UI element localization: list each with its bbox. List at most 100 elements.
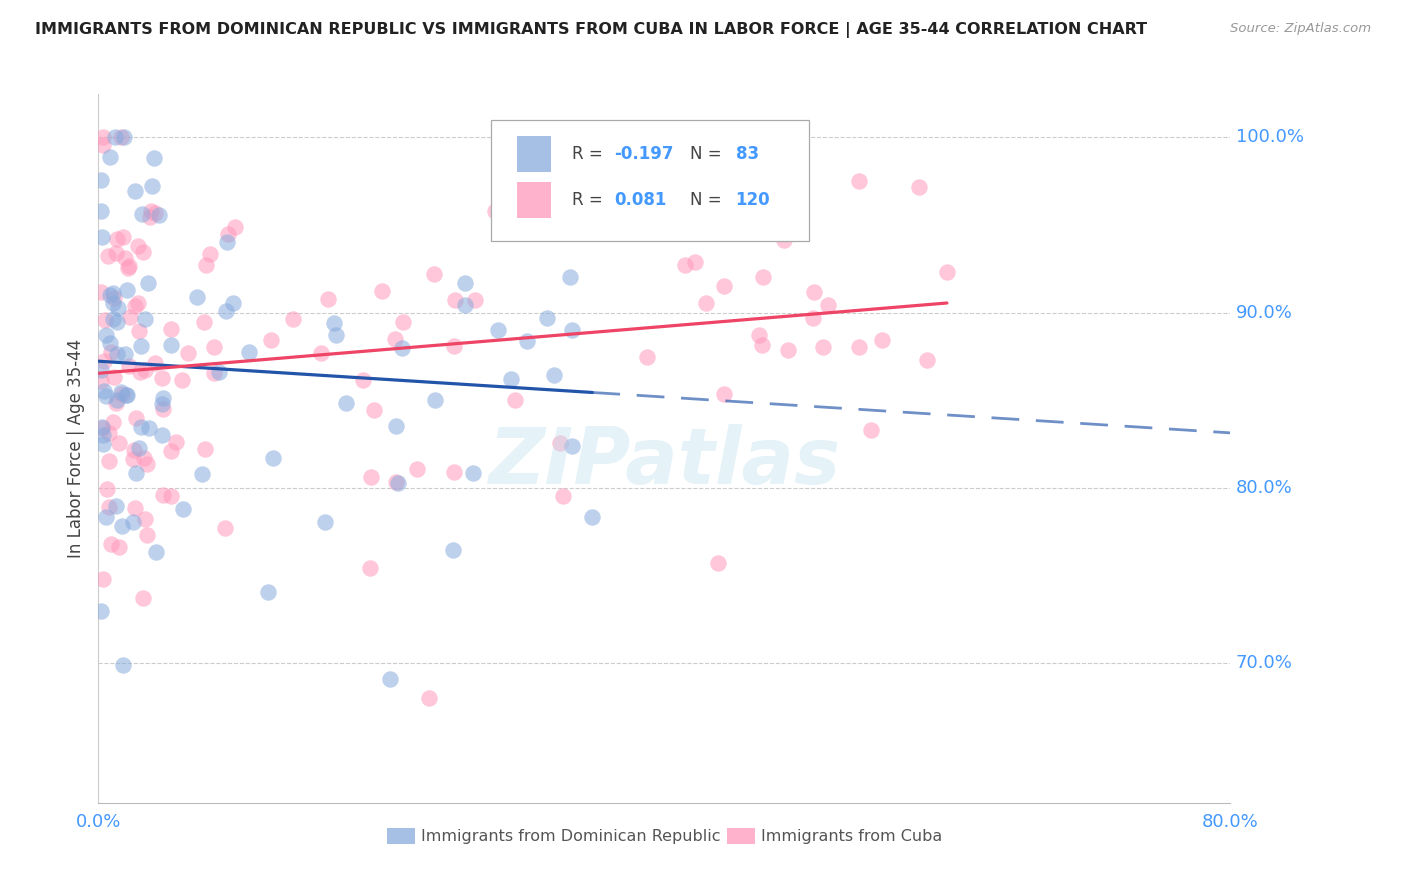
Point bbox=[191, 467, 214, 481]
Point bbox=[105, 246, 128, 260]
Point bbox=[352, 373, 374, 387]
Point bbox=[543, 368, 565, 382]
Point bbox=[695, 296, 717, 310]
Point bbox=[202, 340, 225, 354]
Text: IMMIGRANTS FROM DOMINICAN REPUBLIC VS IMMIGRANTS FROM CUBA IN LABOR FORCE | AGE : IMMIGRANTS FROM DOMINICAN REPUBLIC VS IM… bbox=[35, 22, 1147, 38]
Point bbox=[501, 372, 523, 386]
Point bbox=[134, 363, 156, 377]
Point bbox=[177, 345, 200, 359]
Text: 0.081: 0.081 bbox=[614, 191, 666, 209]
Point bbox=[150, 371, 173, 385]
Point bbox=[848, 174, 870, 188]
Point bbox=[100, 345, 122, 359]
Text: R =: R = bbox=[571, 191, 607, 209]
Point bbox=[114, 347, 136, 361]
Point bbox=[97, 500, 120, 515]
Point bbox=[536, 310, 558, 325]
Point bbox=[105, 346, 128, 360]
Point bbox=[104, 396, 127, 410]
Point bbox=[713, 278, 735, 293]
Point bbox=[217, 227, 239, 241]
Point bbox=[811, 340, 834, 354]
Point bbox=[387, 475, 409, 490]
Point bbox=[406, 462, 429, 476]
Point bbox=[132, 450, 155, 465]
Point bbox=[114, 252, 136, 266]
Point bbox=[503, 393, 526, 408]
Point bbox=[384, 332, 406, 346]
Point bbox=[323, 316, 346, 330]
Point bbox=[124, 443, 146, 458]
Point bbox=[145, 544, 167, 558]
Point bbox=[91, 428, 114, 442]
Point bbox=[194, 442, 217, 456]
Point bbox=[516, 334, 538, 348]
Point bbox=[423, 267, 446, 281]
Point bbox=[152, 391, 174, 405]
Point bbox=[104, 499, 127, 513]
Point bbox=[202, 366, 225, 380]
Point bbox=[110, 130, 132, 145]
Point bbox=[541, 130, 564, 145]
Point bbox=[544, 130, 567, 145]
Point bbox=[111, 519, 134, 533]
Point bbox=[683, 255, 706, 269]
Text: N =: N = bbox=[690, 191, 727, 209]
Point bbox=[165, 434, 187, 449]
Point bbox=[101, 296, 124, 310]
Point bbox=[136, 276, 159, 290]
Text: -0.197: -0.197 bbox=[614, 145, 673, 163]
Point bbox=[128, 324, 150, 338]
Point bbox=[533, 137, 555, 152]
Text: N =: N = bbox=[690, 145, 727, 163]
Point bbox=[124, 500, 146, 515]
Point bbox=[371, 284, 394, 298]
Point bbox=[150, 397, 173, 411]
Point bbox=[561, 323, 583, 337]
Point bbox=[464, 293, 486, 307]
Point bbox=[186, 290, 208, 304]
Bar bbox=[517, 136, 551, 171]
Point bbox=[778, 343, 800, 357]
Point bbox=[262, 451, 284, 466]
Point bbox=[160, 322, 183, 336]
Point bbox=[773, 233, 796, 247]
Point bbox=[454, 276, 477, 290]
Point bbox=[172, 373, 194, 387]
Point bbox=[801, 311, 824, 326]
Point bbox=[636, 350, 658, 364]
Point bbox=[98, 454, 121, 468]
Point bbox=[259, 333, 281, 347]
Point bbox=[90, 230, 112, 244]
Point bbox=[418, 690, 440, 705]
Point bbox=[98, 288, 121, 302]
Text: 90.0%: 90.0% bbox=[1236, 303, 1292, 321]
Point bbox=[138, 210, 160, 224]
Point bbox=[105, 232, 128, 246]
Point bbox=[907, 180, 929, 194]
Point bbox=[195, 258, 218, 272]
Point bbox=[97, 250, 120, 264]
Point bbox=[112, 658, 135, 673]
Point bbox=[257, 584, 280, 599]
Point bbox=[110, 385, 132, 400]
Point bbox=[314, 516, 336, 530]
Point bbox=[581, 509, 603, 524]
Point bbox=[391, 341, 413, 355]
Point bbox=[751, 338, 773, 352]
Y-axis label: In Labor Force | Age 35-44: In Labor Force | Age 35-44 bbox=[66, 339, 84, 558]
Point bbox=[378, 672, 401, 686]
Point bbox=[94, 313, 117, 327]
Point bbox=[238, 345, 260, 359]
Point bbox=[142, 152, 165, 166]
Point bbox=[131, 207, 153, 221]
Point bbox=[713, 222, 735, 236]
Bar bbox=[387, 829, 415, 844]
Point bbox=[107, 301, 129, 315]
Point bbox=[93, 384, 115, 398]
Point bbox=[751, 270, 773, 285]
Point bbox=[129, 339, 152, 353]
Point bbox=[125, 466, 148, 480]
Point bbox=[208, 365, 231, 379]
Point bbox=[360, 470, 382, 484]
